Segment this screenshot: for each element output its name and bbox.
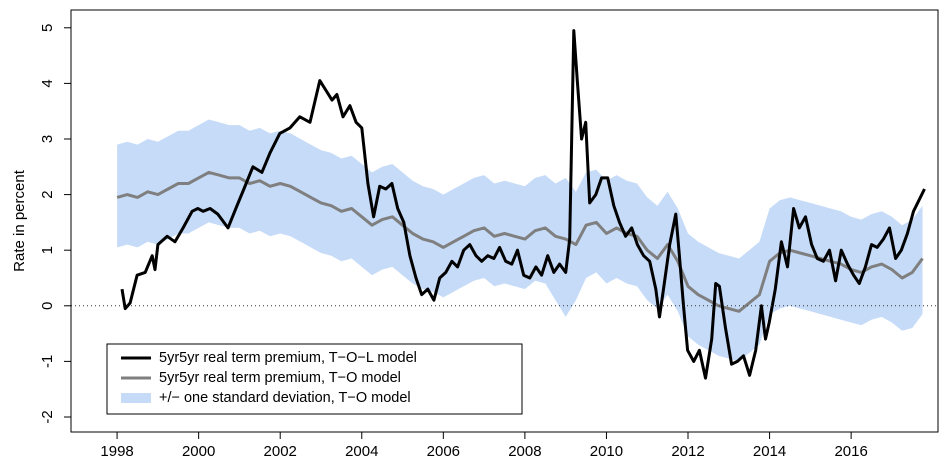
x-tick-label: 2014 — [753, 443, 786, 460]
y-axis-label: Rate in percent — [11, 169, 28, 272]
legend-box — [106, 343, 523, 415]
x-tick-label: 2016 — [834, 443, 867, 460]
x-tick-label: 2004 — [345, 443, 378, 460]
x-tick-label: 2006 — [427, 443, 460, 460]
std-band — [117, 119, 923, 362]
legend-label: 5yr5yr real term premium, T−O model — [159, 370, 401, 386]
x-tick-label: 1998 — [100, 443, 133, 460]
y-tick-label: -1 — [39, 355, 56, 368]
legend-label: +/− one standard deviation, T−O model — [159, 390, 411, 406]
x-tick-label: 2000 — [182, 443, 215, 460]
y-tick-label: 2 — [39, 190, 56, 198]
legend-label: 5yr5yr real term premium, T−O−L model — [159, 350, 417, 366]
x-tick-label: 2002 — [264, 443, 297, 460]
x-tick-label: 2010 — [590, 443, 623, 460]
plot-frame — [70, 9, 939, 433]
y-tick-label: 0 — [39, 302, 56, 310]
series-line — [120, 29, 926, 380]
x-tick-label: 2012 — [671, 443, 704, 460]
y-tick-label: -2 — [39, 410, 56, 423]
x-tick-label: 2008 — [508, 443, 541, 460]
y-tick-label: 3 — [39, 135, 56, 143]
y-tick-label: 1 — [39, 246, 56, 254]
y-tick-label: 5 — [39, 24, 56, 32]
y-tick-label: 4 — [39, 79, 56, 87]
